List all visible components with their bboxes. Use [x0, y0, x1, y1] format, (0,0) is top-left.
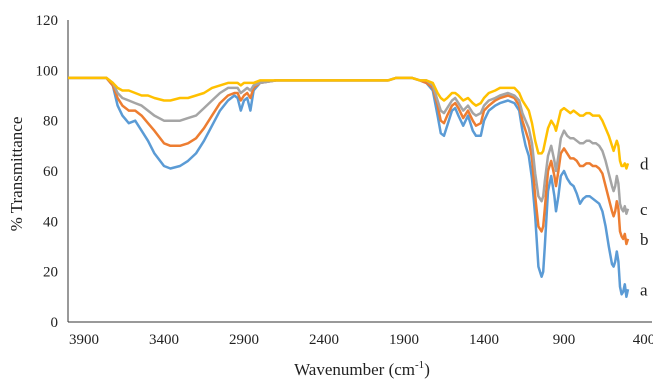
y-tick-label: 60	[43, 164, 58, 180]
x-tick-label: 2400	[309, 332, 339, 348]
series-lines	[68, 76, 630, 299]
x-axis-title-main: Wavenumber (cm	[294, 360, 415, 379]
y-tick-label: 40	[43, 214, 58, 230]
x-tick-label: 1400	[469, 332, 499, 348]
series-label-c: c	[640, 200, 648, 219]
x-tick-labels: 3900 3400 2900 2400 1900 1400 900 400	[69, 332, 653, 348]
x-tick-label: 3900	[69, 332, 99, 348]
series-line-c	[68, 76, 630, 216]
series-labels: a bc d	[640, 154, 649, 299]
series-label-a: a	[640, 280, 648, 299]
x-tick-label: 400	[633, 332, 653, 348]
axes	[67, 20, 652, 323]
y-tick-label: 0	[51, 315, 59, 331]
series-label-d: d	[640, 154, 649, 173]
x-tick-label: 900	[553, 332, 576, 348]
y-axis-title: % Transmittance	[7, 117, 26, 232]
x-axis-title: Wavenumber (cm-1)	[294, 359, 430, 379]
x-tick-label: 3400	[149, 332, 179, 348]
y-tick-label: 20	[43, 265, 58, 281]
series-line-b	[68, 76, 630, 246]
series-line-d	[68, 76, 630, 170]
y-tick-labels: 0 20 40 60 80 100 120	[36, 13, 59, 331]
y-tick-label: 120	[36, 13, 59, 29]
y-tick-label: 80	[43, 114, 58, 130]
x-tick-label: 2900	[229, 332, 259, 348]
x-axis-title-close: )	[424, 360, 430, 379]
x-axis-title-sup: -1	[415, 359, 424, 371]
series-line-a	[68, 76, 630, 299]
series-label-b: b	[640, 230, 649, 249]
y-tick-label: 100	[36, 63, 59, 79]
x-tick-label: 1900	[389, 332, 419, 348]
